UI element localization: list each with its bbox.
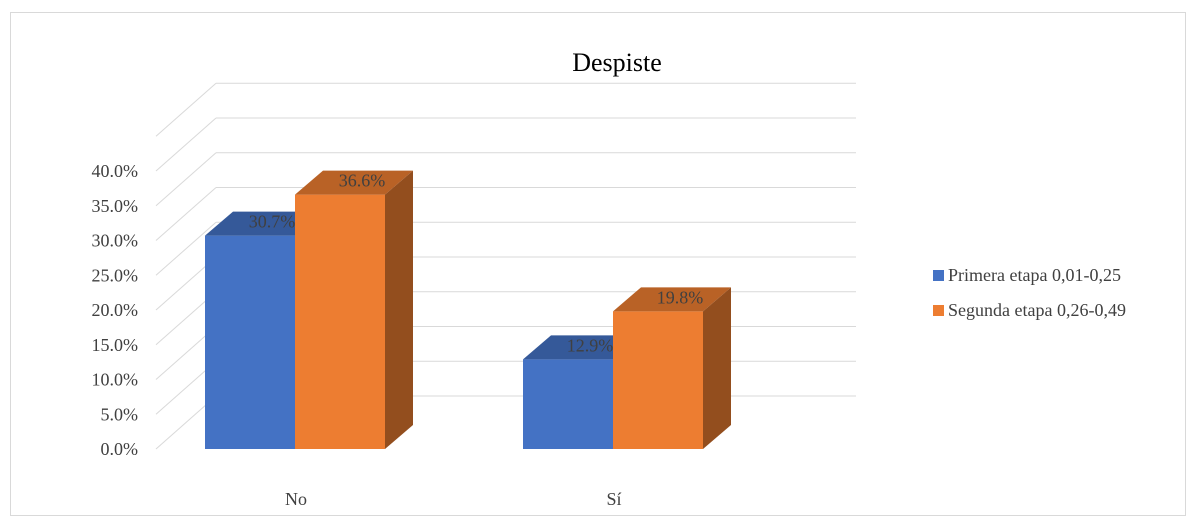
bar (613, 287, 731, 449)
legend-swatch (933, 305, 944, 316)
chart-frame: Despiste 0.0% 5.0% 10.0% 15.0% 20.0% 25.0% 30.… (10, 12, 1186, 516)
x-tick-label: No (285, 489, 307, 509)
side-gridline (155, 82, 217, 137)
bar-top (205, 211, 323, 236)
bars (205, 170, 731, 449)
bar-front (613, 311, 703, 449)
side-gridline (155, 117, 217, 172)
legend-label: Primera etapa 0,01-0,25 (948, 265, 1121, 285)
legend-label: Segunda etapa 0,26-0,49 (948, 300, 1126, 320)
y-tick-label: 5.0% (101, 404, 139, 424)
legend: Primera etapa 0,01-0,25 Segunda etapa 0,2… (933, 265, 1126, 320)
bar-side (385, 170, 413, 449)
bar-front (205, 235, 295, 449)
side-gridline (155, 187, 217, 241)
y-axis: 0.0% 5.0% 10.0% 15.0% 20.0% 25.0% 30.0% 35.0% 40… (92, 161, 139, 459)
x-axis: No Sí (285, 489, 622, 509)
chart-title: Despiste (572, 48, 662, 77)
y-tick-label: 25.0% (92, 265, 139, 285)
bar (295, 170, 413, 449)
data-labels: 30.7% 12.9% 36.6% 19.8% (249, 171, 704, 356)
data-label: 19.8% (657, 287, 704, 307)
bar-front (523, 359, 613, 449)
y-tick-label: 30.0% (92, 231, 139, 251)
bar-top (295, 170, 413, 195)
chart: Despiste 0.0% 5.0% 10.0% 15.0% 20.0% 25.0% 30.… (92, 48, 1126, 509)
bar-top (523, 335, 641, 360)
data-label: 30.7% (249, 212, 296, 232)
data-label: 12.9% (567, 335, 614, 355)
side-gridline (155, 152, 217, 207)
data-label: 36.6% (339, 171, 386, 191)
bar-front (295, 194, 385, 449)
legend-swatch (933, 270, 944, 281)
y-tick-label: 10.0% (92, 370, 139, 390)
side-gridline (155, 221, 217, 276)
y-tick-label: 40.0% (92, 161, 139, 181)
bar-side (703, 287, 731, 449)
bar-top (613, 287, 731, 312)
y-tick-label: 0.0% (101, 439, 139, 459)
y-tick-label: 35.0% (92, 196, 139, 216)
x-tick-label: Sí (606, 489, 621, 509)
y-tick-label: 20.0% (92, 300, 139, 320)
y-tick-label: 15.0% (92, 335, 139, 355)
